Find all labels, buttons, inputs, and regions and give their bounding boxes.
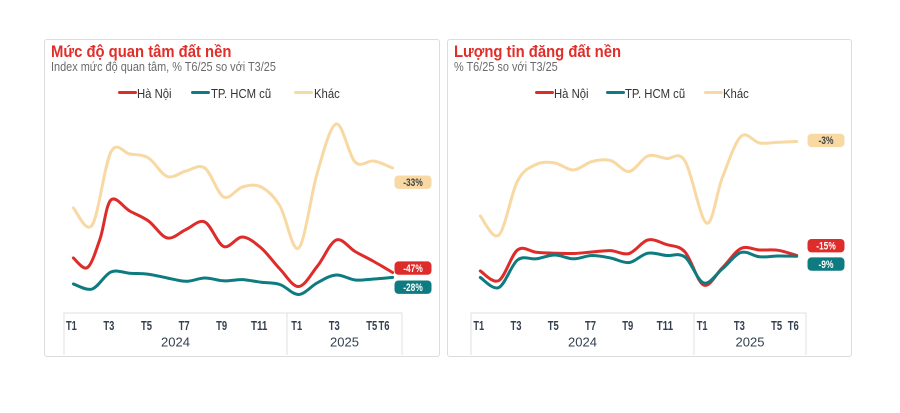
svg-text:T3: T3 [511, 318, 522, 333]
svg-text:2025: 2025 [330, 336, 359, 350]
svg-text:T6: T6 [379, 318, 390, 333]
svg-text:T6: T6 [788, 318, 799, 333]
svg-text:T5: T5 [141, 318, 152, 333]
svg-text:T3: T3 [329, 318, 340, 333]
svg-text:T3: T3 [734, 318, 745, 333]
svg-text:T9: T9 [622, 318, 633, 333]
svg-text:T1: T1 [697, 318, 708, 333]
svg-text:-47%: -47% [403, 263, 423, 275]
svg-text:2024: 2024 [568, 336, 597, 350]
svg-text:T9: T9 [216, 318, 227, 333]
svg-text:2024: 2024 [161, 336, 190, 350]
svg-text:-3%: -3% [819, 135, 834, 147]
svg-text:2025: 2025 [736, 336, 765, 350]
svg-text:T11: T11 [251, 318, 268, 333]
svg-text:-28%: -28% [403, 282, 423, 294]
svg-text:-33%: -33% [403, 177, 423, 189]
svg-text:T1: T1 [66, 318, 77, 333]
svg-text:T5: T5 [548, 318, 559, 333]
svg-text:T1: T1 [291, 318, 302, 333]
svg-text:T11: T11 [657, 318, 674, 333]
svg-text:-15%: -15% [816, 240, 836, 252]
svg-text:T1: T1 [473, 318, 484, 333]
svg-text:T7: T7 [585, 318, 596, 333]
svg-text:T3: T3 [103, 318, 114, 333]
svg-text:T5: T5 [366, 318, 377, 333]
svg-text:T5: T5 [771, 318, 782, 333]
svg-text:-9%: -9% [819, 259, 834, 271]
svg-text:T7: T7 [179, 318, 190, 333]
